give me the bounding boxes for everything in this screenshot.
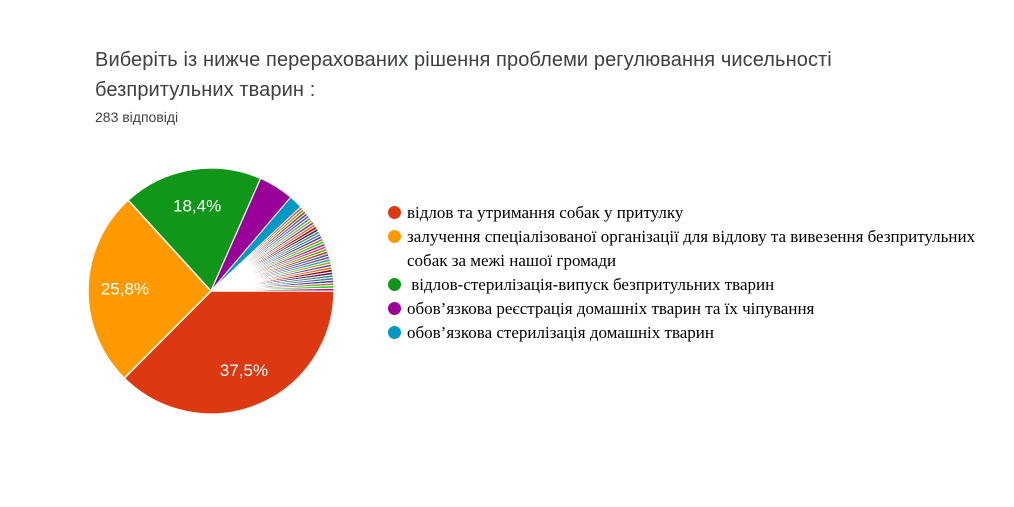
legend-color-dot-icon	[388, 206, 401, 219]
legend-label: залучення спеціалізованої організації дл…	[407, 227, 980, 270]
legend-color-dot-icon	[388, 326, 401, 339]
legend-color-dot-icon	[388, 278, 401, 291]
legend-label: обов’язкова реєстрація домашніх тварин т…	[407, 299, 815, 318]
pie-slice[interactable]	[210, 287, 335, 292]
legend-item: обов’язкова реєстрація домашніх тварин т…	[388, 297, 980, 321]
pie-chart: 37,5% 25,8% 18,4%	[87, 167, 335, 415]
pie-slice-label: 25,8%	[101, 280, 149, 299]
legend-item: обов’язкова стерилізація домашніх тварин	[388, 321, 980, 345]
legend-item: відлов та утримання собак у притулку	[388, 201, 980, 225]
chart-legend: відлов та утримання собак у притулку залу…	[388, 201, 980, 345]
pie-slice-label: 18,4%	[173, 197, 221, 216]
legend-color-dot-icon	[388, 230, 401, 243]
response-count: 283 відповіді	[95, 109, 179, 125]
pie-chart-container: 37,5% 25,8% 18,4%	[76, 156, 346, 426]
pie-slice[interactable]	[127, 167, 262, 293]
legend-label: відлов та утримання собак у притулку	[407, 203, 684, 222]
legend-label: обов’язкова стерилізація домашніх тварин	[407, 323, 714, 342]
legend-color-dot-icon	[388, 302, 401, 315]
legend-label: відлов-стерилізація-випуск безпритульних…	[407, 275, 775, 294]
legend-item: залучення спеціалізованої організації дл…	[388, 225, 980, 273]
pie-slice[interactable]	[123, 290, 335, 415]
pie-slice[interactable]	[87, 199, 213, 380]
pie-slice-label: 37,5%	[220, 361, 268, 380]
legend-item: відлов-стерилізація-випуск безпритульних…	[388, 273, 980, 297]
page-title: Виберіть із нижче перерахованих рішення …	[95, 49, 832, 101]
